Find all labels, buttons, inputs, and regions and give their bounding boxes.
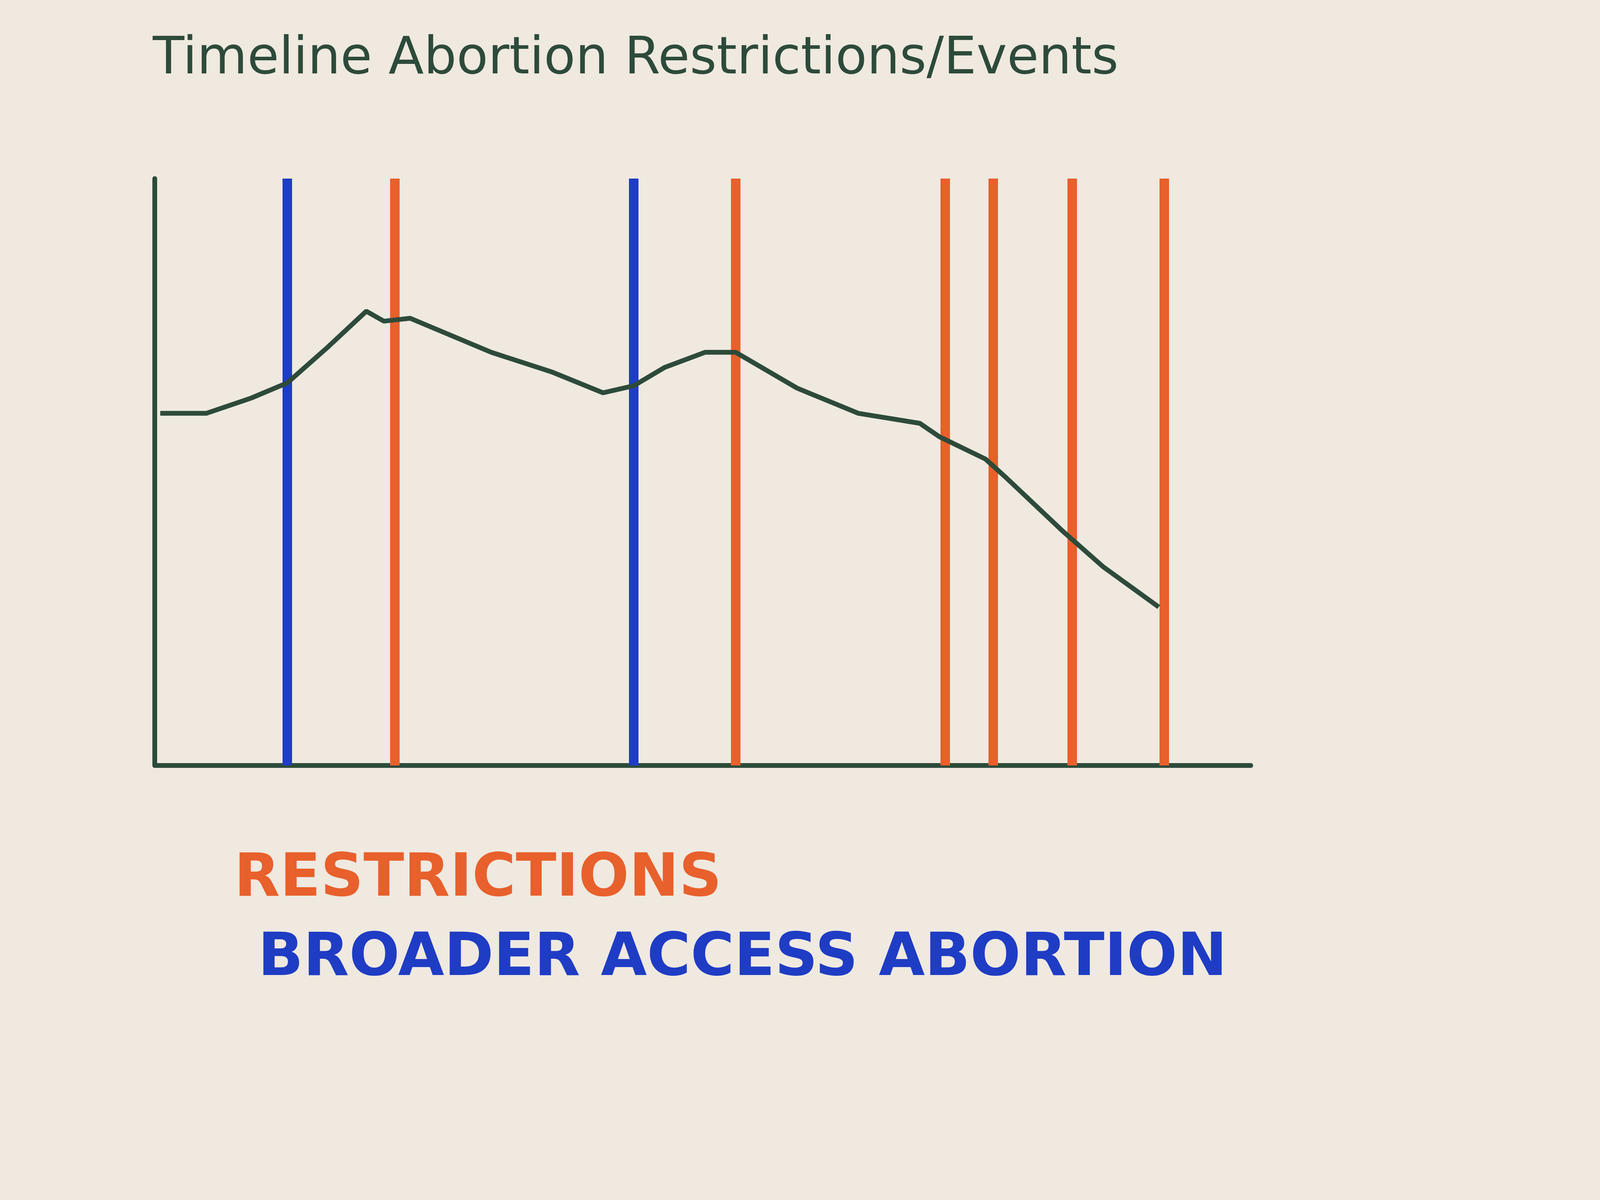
svg-text:Timeline Abortion Restrictions: Timeline Abortion Restrictions/Events [152, 25, 1119, 86]
svg-text:RESTRICTIONS: RESTRICTIONS [234, 840, 722, 910]
svg-text:BROADER ACCESS ABORTION: BROADER ACCESS ABORTION [257, 919, 1227, 989]
